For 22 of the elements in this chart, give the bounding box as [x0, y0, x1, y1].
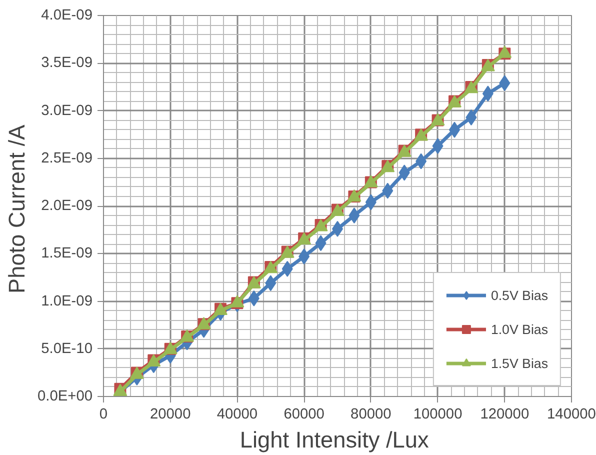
x-tick-label: 40000 — [216, 406, 258, 422]
legend-label: 1.5V Bias — [490, 356, 548, 370]
y-tick-label: 5.0E-10 — [41, 340, 93, 357]
x-tick-label: 100000 — [413, 406, 462, 422]
y-tick-label: 3.5E-09 — [41, 55, 93, 72]
x-tick-label: 140000 — [547, 406, 596, 422]
x-tick-label: 0 — [99, 406, 108, 422]
x-tick-label: 60000 — [284, 406, 324, 422]
y-tick-label: 3.0E-09 — [41, 102, 93, 119]
x-tick-label: 20000 — [150, 406, 191, 422]
y-tick-label: 4.0E-09 — [41, 8, 93, 24]
y-axis-title: Photo Current /A — [3, 124, 30, 294]
x-tick-label: 120000 — [480, 406, 530, 422]
y-tick-label: 2.0E-09 — [41, 198, 93, 214]
y-tick-label: 1.0E-09 — [41, 293, 93, 310]
y-tick-label: 1.5E-09 — [41, 246, 93, 262]
legend-label: 0.5V Bias — [490, 288, 548, 302]
x-tick-label: 80000 — [350, 406, 392, 422]
y-tick-label: 2.5E-09 — [41, 150, 93, 166]
x-axis-title: Light Intensity /Lux — [240, 426, 430, 452]
y-tick-label: 0.0E+00 — [37, 388, 93, 404]
legend-label: 1.0V Bias — [490, 322, 548, 336]
